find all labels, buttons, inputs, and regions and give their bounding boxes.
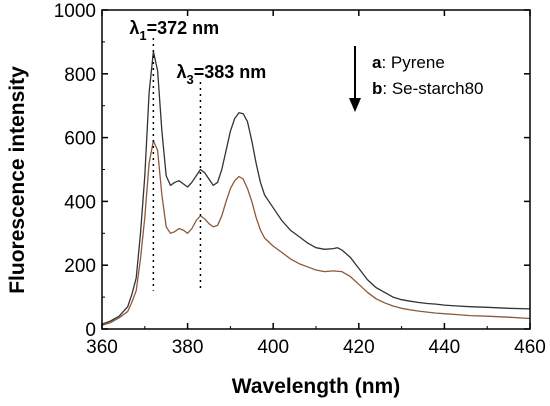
legend-key-a: a (372, 53, 382, 72)
x-axis-title: Wavelength (nm) (232, 375, 400, 398)
y-tick-label: 600 (64, 129, 96, 150)
annotation-value: =383 nm (194, 62, 267, 82)
legend: a: Pyrene b: Se-starch80 (349, 46, 484, 112)
annotation-symbol: λ (129, 18, 139, 38)
legend-arrow-head (349, 98, 361, 112)
x-tick-label: 400 (257, 337, 289, 358)
legend-key-b: b (372, 79, 382, 98)
legend-entry-b: b: Se-starch80 (372, 79, 484, 98)
series-layer (101, 50, 531, 326)
y-axis-title: Fluorescence intensity (6, 66, 29, 294)
annotation-label-1: λ1=372 nm (129, 18, 219, 43)
x-tick-label: 460 (514, 337, 546, 358)
annotation-subscript: 3 (186, 72, 193, 87)
x-tick-label: 420 (343, 337, 375, 358)
y-tick-label: 400 (64, 192, 96, 213)
series-line-a (101, 50, 531, 325)
legend-label-b: : Se-starch80 (382, 79, 483, 98)
legend-entry-a: a: Pyrene (372, 53, 445, 72)
y-tick-label: 0 (85, 320, 96, 341)
series-line-b (101, 140, 531, 326)
annotation-label-2: λ3=383 nm (176, 62, 266, 87)
x-tick-label: 360 (86, 337, 118, 358)
y-tick-label: 800 (64, 65, 96, 86)
annotation-value: =372 nm (147, 18, 220, 38)
x-tick-label: 440 (429, 337, 461, 358)
annotation-subscript: 1 (139, 28, 146, 43)
x-tick-label: 380 (172, 337, 204, 358)
y-tick-label: 200 (64, 256, 96, 277)
y-tick-label: 1000 (54, 1, 96, 22)
legend-label-a: : Pyrene (381, 53, 444, 72)
annotation-symbol: λ (176, 62, 186, 82)
axes-layer: 360 380 400 420 440 460 0 200 400 600 800 1000 (54, 1, 546, 358)
